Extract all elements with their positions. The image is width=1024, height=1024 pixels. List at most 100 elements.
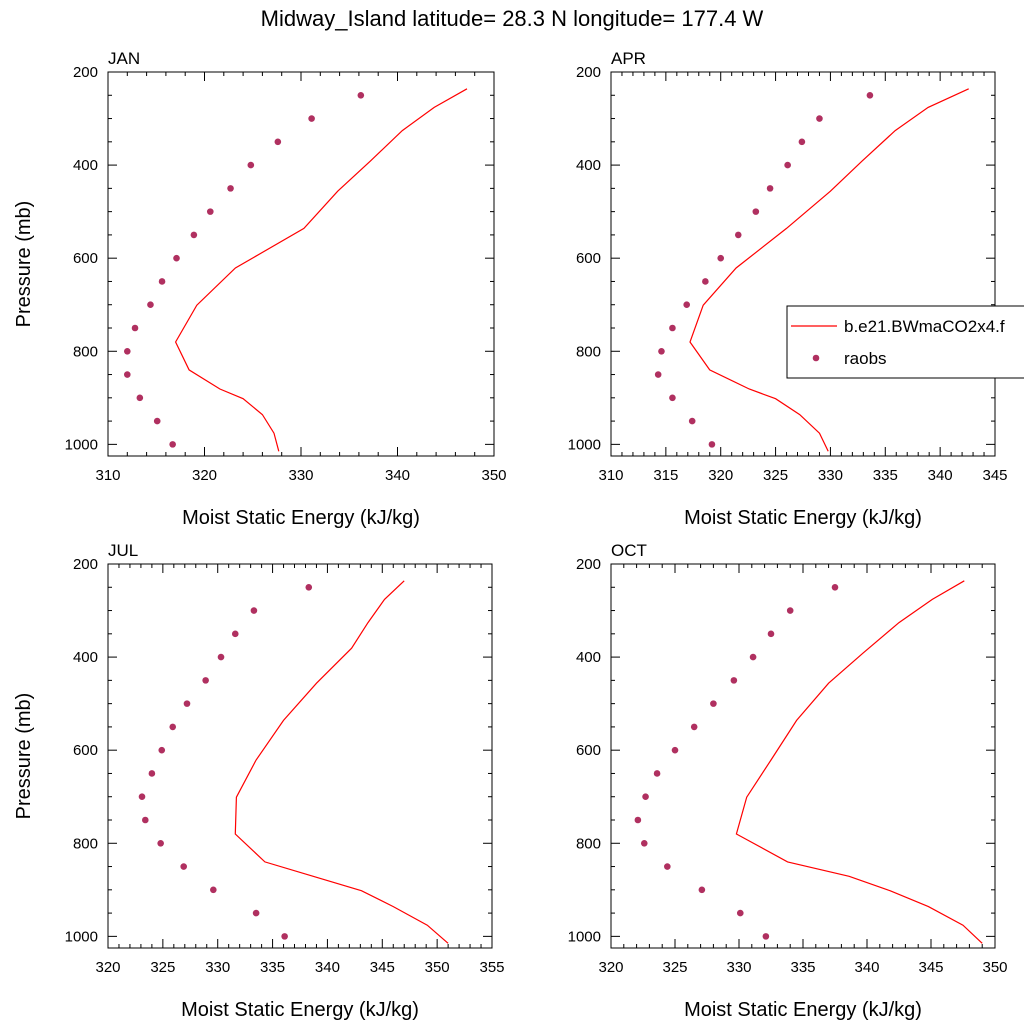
raobs-point [766, 185, 774, 192]
raobs-point [158, 278, 166, 285]
y-tick-label: 400 [576, 649, 601, 666]
panel-title: APR [611, 49, 646, 68]
raobs-point [664, 863, 671, 870]
y-tick-label: 600 [576, 742, 601, 759]
x-tick-label: 320 [708, 467, 733, 484]
panel-jul: JUL 320 325 330 335 340 345 350 355 200 400 600 800 1… [13, 541, 505, 1021]
raobs-point [640, 839, 648, 847]
raobs-point [138, 793, 146, 801]
model-profile-line [234, 580, 449, 944]
y-tick-label: 400 [73, 649, 98, 666]
y-tick-label: 200 [73, 556, 98, 573]
x-tick-label: 325 [150, 959, 175, 976]
raobs-point [210, 886, 217, 894]
y-tick-label: 800 [73, 343, 98, 360]
y-axis-label: Pressure (mb) [13, 693, 35, 820]
y-tick-label: 200 [576, 556, 601, 573]
y-axis-label: Pressure (mb) [13, 201, 35, 328]
model-profile-line [174, 88, 468, 452]
x-tick-label: 350 [425, 959, 450, 976]
panel-title: OCT [611, 541, 647, 560]
raobs-point [784, 161, 791, 169]
legend-box [786, 305, 1024, 379]
plot-frame [107, 563, 493, 949]
x-tick-label: 320 [95, 959, 120, 976]
raobs-point [736, 909, 744, 917]
raobs-point [710, 700, 717, 707]
raobs-point [169, 723, 177, 731]
raobs-point [688, 417, 696, 425]
x-tick-label: 345 [982, 467, 1007, 484]
x-tick-label: 310 [95, 467, 120, 484]
raobs-point [702, 278, 709, 285]
x-tick-label: 340 [854, 959, 879, 976]
raobs-point [183, 700, 191, 707]
raobs-point [816, 115, 823, 122]
raobs-point [653, 770, 661, 777]
raobs-point [683, 301, 691, 309]
y-tick-label: 800 [73, 835, 98, 852]
x-tick-label: 350 [481, 467, 506, 484]
raobs-point [831, 583, 839, 591]
raobs-point [157, 839, 164, 847]
y-tick-label: 600 [576, 250, 601, 267]
y-tick-label: 1000 [568, 928, 601, 945]
raobs-point [147, 301, 154, 309]
legend-label-raobs: raobs [844, 349, 887, 368]
raobs-point [131, 324, 139, 332]
raobs-point [227, 185, 234, 192]
raobs-point [217, 653, 225, 661]
x-tick-label: 345 [918, 959, 943, 976]
raobs-point [708, 441, 716, 448]
x-tick-label: 335 [873, 467, 898, 484]
x-tick-label: 345 [370, 959, 395, 976]
raobs-point [658, 347, 665, 355]
raobs-point [752, 208, 760, 215]
panel-oct: OCT 320 325 330 335 340 345 350 200 400 600 800 1000… [568, 541, 1008, 1021]
x-tick-label: 325 [662, 959, 687, 976]
plot-frame [610, 563, 996, 949]
raobs-point [734, 231, 742, 239]
raobs-point [786, 607, 794, 614]
y-tick-label: 1000 [65, 436, 98, 453]
y-tick-label: 1000 [65, 928, 98, 945]
raobs-point [124, 347, 131, 355]
x-tick-label: 335 [260, 959, 285, 976]
x-axis-label: Moist Static Energy (kJ/kg) [684, 507, 922, 529]
x-tick-label: 320 [192, 467, 217, 484]
model-profile-line [689, 88, 969, 452]
y-tick-label: 200 [576, 64, 601, 81]
panels-group: JAN 310 320 330 340 350 200 400 600 800 1000 Moist … [13, 49, 1008, 1021]
figure-title: Midway_Island latitude= 28.3 N longitude… [261, 6, 764, 31]
y-tick-label: 800 [576, 343, 601, 360]
raobs-point [281, 933, 288, 940]
raobs-point [730, 677, 738, 684]
x-tick-label: 340 [928, 467, 953, 484]
x-tick-label: 315 [653, 467, 678, 484]
panel-jan: JAN 310 320 330 340 350 200 400 600 800 1000 Moist … [13, 49, 507, 529]
raobs-point [274, 138, 282, 146]
raobs-point [305, 583, 313, 591]
raobs-point [762, 933, 770, 940]
raobs-point [142, 816, 149, 824]
model-profile-line [735, 580, 983, 944]
x-tick-label: 335 [790, 959, 815, 976]
raobs-point [247, 161, 255, 169]
x-tick-label: 330 [818, 467, 843, 484]
panel-title: JUL [108, 541, 138, 560]
raobs-point [202, 677, 209, 684]
raobs-point [642, 793, 649, 801]
x-axis-label: Moist Static Energy (kJ/kg) [181, 999, 419, 1021]
x-tick-label: 340 [315, 959, 340, 976]
panel-apr: APR 310 315 320 325 330 335 340 345 200 400 600 800 1… [568, 49, 1008, 529]
plot-frame [610, 71, 996, 457]
y-tick-label: 600 [73, 250, 98, 267]
y-tick-label: 800 [576, 835, 601, 852]
y-tick-label: 200 [73, 64, 98, 81]
raobs-point [169, 441, 176, 448]
raobs-point [158, 746, 166, 754]
raobs-point [190, 231, 198, 239]
x-tick-label: 340 [385, 467, 410, 484]
x-axis-label: Moist Static Energy (kJ/kg) [182, 507, 420, 529]
